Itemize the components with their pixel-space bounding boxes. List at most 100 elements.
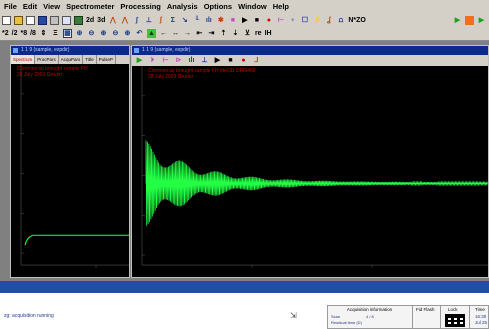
new-document-icon[interactable]: [2, 15, 11, 25]
stop-square-icon[interactable]: ■: [230, 16, 235, 24]
2d-button[interactable]: 2d: [86, 16, 95, 24]
halt-square-icon[interactable]: ■: [254, 16, 259, 24]
up-arrow-icon[interactable]: ⇡: [220, 30, 227, 37]
save-icon[interactable]: [38, 15, 47, 25]
left-spectrum-plot[interactable]: [11, 64, 129, 277]
mouse-cursor-icon: ⇲: [290, 311, 297, 320]
green-select-icon[interactable]: ▲: [146, 29, 156, 38]
fid-go-icon[interactable]: ▶: [214, 57, 221, 64]
baseline-icon[interactable]: ⊥: [145, 16, 152, 24]
chart-icon[interactable]: ılı: [205, 16, 212, 24]
menu-processing[interactable]: Processing: [120, 2, 161, 11]
fid-plot[interactable]: [132, 66, 488, 277]
acq-separator: [440, 306, 441, 328]
tab-pulseprog[interactable]: PulseP: [97, 55, 116, 64]
menu-options[interactable]: Options: [203, 2, 233, 11]
fid-play-icon[interactable]: ▶: [136, 57, 143, 64]
fid-window-right[interactable]: 1 1 9 (sample, expdir) ▶ ⏵ ⊢ ⊳ ılı ⊥ ▶ ■…: [131, 45, 489, 278]
fid-bars-icon[interactable]: ⊥: [201, 57, 208, 64]
temperature-icon[interactable]: ⚡: [312, 16, 322, 24]
scan-value: 4 / 8: [366, 314, 374, 319]
shim-icon[interactable]: ⊢: [277, 16, 284, 24]
copy-icon[interactable]: [26, 15, 35, 25]
lock-signal-mark: [448, 318, 451, 320]
fid-flash-label: Fid Flash: [416, 307, 435, 312]
menu-window[interactable]: Window: [238, 2, 267, 11]
left-window-titlebar[interactable]: 1 1 9 (sample, expdir): [11, 46, 129, 55]
menu-file[interactable]: File: [4, 2, 17, 11]
imaginary-part-button[interactable]: IH: [264, 30, 272, 37]
residual-time-label: Residual time (D): [331, 320, 362, 325]
nzo-button[interactable]: N*ZO: [348, 16, 366, 24]
zoom-reset-icon[interactable]: ⊕: [124, 30, 131, 37]
menu-view[interactable]: View: [43, 2, 61, 11]
zoom-full-icon[interactable]: ⊖: [112, 30, 119, 37]
multiplet-icon[interactable]: ⋀: [121, 16, 128, 24]
menu-help[interactable]: Help: [272, 2, 290, 11]
peaks-icon[interactable]: ╙: [194, 16, 200, 24]
expand-horizontal-icon[interactable]: ↔: [171, 30, 179, 37]
stop-orange-icon[interactable]: [465, 15, 474, 25]
integrate-icon[interactable]: ∫: [135, 16, 138, 24]
fid-next-icon[interactable]: ⏵: [150, 57, 155, 64]
zoom-area-icon[interactable]: ⊕: [100, 30, 107, 37]
lock-signal-mark: [460, 318, 463, 320]
scale-up-2-button[interactable]: *2: [2, 30, 9, 37]
sum-icon[interactable]: Σ: [170, 16, 175, 24]
spectrum-icon[interactable]: ⩍: [338, 16, 344, 24]
shift-left-icon[interactable]: ←: [159, 30, 167, 37]
baseline-down-icon[interactable]: ⊻: [244, 30, 250, 37]
fid-split-icon[interactable]: ⊢: [162, 57, 169, 64]
scale-down-8-button[interactable]: /8: [30, 30, 36, 37]
tab-title[interactable]: Title: [83, 55, 97, 64]
real-part-button[interactable]: re: [254, 30, 262, 37]
print-icon[interactable]: [50, 15, 59, 25]
go-arrow-icon[interactable]: ▶: [454, 16, 461, 24]
calibrate-icon[interactable]: ✱: [217, 16, 224, 24]
fid-peaks-icon[interactable]: ılı: [188, 57, 195, 64]
integral-icon[interactable]: ʃ: [159, 16, 163, 24]
grid-icon[interactable]: ▦: [62, 29, 72, 38]
lock-icon[interactable]: ♆: [290, 16, 296, 24]
record-icon[interactable]: ●: [266, 16, 271, 24]
play-icon[interactable]: ▶: [242, 16, 248, 24]
vertical-reset-icon[interactable]: Ξ: [53, 30, 58, 37]
left-annotation-line2: 28 July 2003 Gruder: [17, 72, 63, 78]
3d-button[interactable]: 3d: [97, 16, 106, 24]
next-arrow-icon[interactable]: ▶: [478, 16, 485, 24]
copy-data-icon[interactable]: [62, 15, 71, 25]
menu-analysis[interactable]: Analysis: [166, 2, 198, 11]
scale-up-8-button[interactable]: *8: [20, 30, 28, 37]
wobble-icon[interactable]: ʆ: [326, 16, 331, 24]
status-area: zg: acquisition running ⇲ Acquisition in…: [0, 293, 489, 329]
spectrum-window-left[interactable]: 1 1 9 (sample, expdir) Spectrum ProcPars…: [10, 45, 130, 278]
shift-right-icon[interactable]: →: [183, 30, 191, 37]
right-window-titlebar[interactable]: 1 1 9 (sample, expdir): [132, 46, 488, 55]
fid-expand-icon[interactable]: ⊳: [175, 57, 182, 64]
vertical-center-icon[interactable]: ⇕: [40, 30, 47, 37]
down-double-icon[interactable]: ⇣: [232, 30, 239, 37]
scan-label: Scan: [331, 314, 341, 319]
fid-record-icon[interactable]: ●: [241, 57, 246, 64]
zoom-out-icon[interactable]: ⊖: [88, 30, 95, 37]
go-right-end-icon[interactable]: ⇥: [208, 30, 215, 37]
status-message: zg: acquisition running: [4, 313, 54, 319]
menu-edit[interactable]: Edit: [22, 2, 38, 11]
table-icon[interactable]: [74, 15, 83, 25]
fid-stop-icon[interactable]: ■: [228, 57, 233, 64]
zoom-in-icon[interactable]: ⊕: [76, 30, 83, 37]
peak-pick-icon[interactable]: ⋀: [109, 16, 116, 24]
go-left-end-icon[interactable]: ⇤: [196, 30, 203, 37]
menu-spectrometer[interactable]: Spectrometer: [66, 2, 115, 11]
sample-icon[interactable]: ☐: [301, 16, 308, 24]
fid-pointer-icon[interactable]: ⅃: [254, 57, 259, 64]
left-spectrum-trace: [24, 234, 129, 246]
undo-zoom-icon[interactable]: ↶: [136, 30, 143, 37]
tab-spectrum[interactable]: Spectrum: [11, 55, 36, 64]
fid-plot-svg: [132, 66, 488, 277]
tab-procpars[interactable]: ProcPars: [35, 55, 59, 64]
tab-acqupars[interactable]: AcquPars: [59, 55, 84, 64]
phase-icon[interactable]: ↘: [181, 16, 188, 24]
scale-down-2-button[interactable]: /2: [11, 30, 18, 37]
open-folder-icon[interactable]: [14, 15, 23, 25]
